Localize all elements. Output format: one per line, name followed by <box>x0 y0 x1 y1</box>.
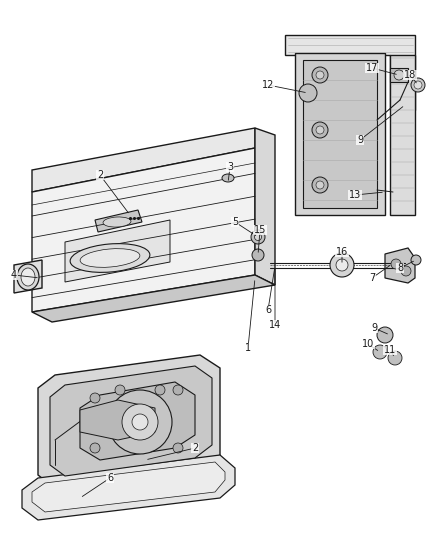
Text: 3: 3 <box>227 162 233 172</box>
Ellipse shape <box>173 385 183 395</box>
Ellipse shape <box>103 217 131 227</box>
Ellipse shape <box>312 122 328 138</box>
Polygon shape <box>38 355 220 488</box>
Polygon shape <box>385 248 415 283</box>
Polygon shape <box>285 35 415 110</box>
Ellipse shape <box>411 255 421 265</box>
Ellipse shape <box>414 81 422 89</box>
Text: 8: 8 <box>397 263 403 273</box>
Ellipse shape <box>132 414 148 430</box>
Ellipse shape <box>312 67 328 83</box>
Polygon shape <box>255 128 275 285</box>
Text: 4: 4 <box>11 270 17 280</box>
Polygon shape <box>32 128 255 192</box>
Text: 12: 12 <box>262 80 274 90</box>
Text: 7: 7 <box>369 273 375 283</box>
Polygon shape <box>80 382 195 460</box>
Ellipse shape <box>316 71 324 79</box>
Ellipse shape <box>17 264 39 290</box>
Polygon shape <box>32 148 255 312</box>
Text: 1: 1 <box>245 343 251 353</box>
Text: 9: 9 <box>357 135 363 145</box>
Ellipse shape <box>115 385 125 395</box>
Ellipse shape <box>377 327 393 343</box>
Text: 10: 10 <box>362 339 374 349</box>
Ellipse shape <box>391 259 401 269</box>
Ellipse shape <box>155 385 165 395</box>
Polygon shape <box>295 53 385 215</box>
Text: 2: 2 <box>97 170 103 180</box>
Ellipse shape <box>330 253 354 277</box>
Polygon shape <box>95 210 142 232</box>
Ellipse shape <box>173 443 183 453</box>
Text: 13: 13 <box>349 190 361 200</box>
Ellipse shape <box>388 351 402 365</box>
Ellipse shape <box>252 249 264 261</box>
Ellipse shape <box>411 78 425 92</box>
Ellipse shape <box>312 177 328 193</box>
Ellipse shape <box>316 181 324 189</box>
Text: 9: 9 <box>371 323 377 333</box>
Ellipse shape <box>90 393 100 403</box>
Ellipse shape <box>254 233 261 240</box>
Polygon shape <box>80 400 155 440</box>
Ellipse shape <box>394 70 404 80</box>
Ellipse shape <box>108 390 172 454</box>
Ellipse shape <box>299 84 317 102</box>
Ellipse shape <box>316 126 324 134</box>
Polygon shape <box>22 455 235 520</box>
Polygon shape <box>32 462 225 512</box>
Ellipse shape <box>122 404 158 440</box>
Ellipse shape <box>222 174 234 182</box>
Ellipse shape <box>70 244 150 272</box>
Text: 17: 17 <box>366 63 378 73</box>
Ellipse shape <box>336 259 348 271</box>
Polygon shape <box>65 220 170 282</box>
Ellipse shape <box>80 249 140 268</box>
Text: 5: 5 <box>232 217 238 227</box>
Text: 14: 14 <box>269 320 281 330</box>
Polygon shape <box>14 260 42 293</box>
Text: 2: 2 <box>192 443 198 453</box>
Polygon shape <box>390 55 415 215</box>
Polygon shape <box>50 366 212 476</box>
Text: 15: 15 <box>254 225 266 235</box>
Ellipse shape <box>90 443 100 453</box>
Ellipse shape <box>401 266 411 276</box>
Ellipse shape <box>21 268 35 286</box>
Polygon shape <box>32 275 275 322</box>
Polygon shape <box>390 68 408 82</box>
Ellipse shape <box>251 230 265 244</box>
Text: 6: 6 <box>265 305 271 315</box>
Text: 6: 6 <box>107 473 113 483</box>
Text: 16: 16 <box>336 247 348 257</box>
Text: 18: 18 <box>404 70 416 80</box>
Text: 11: 11 <box>384 345 396 355</box>
Ellipse shape <box>373 345 387 359</box>
Polygon shape <box>303 60 377 208</box>
